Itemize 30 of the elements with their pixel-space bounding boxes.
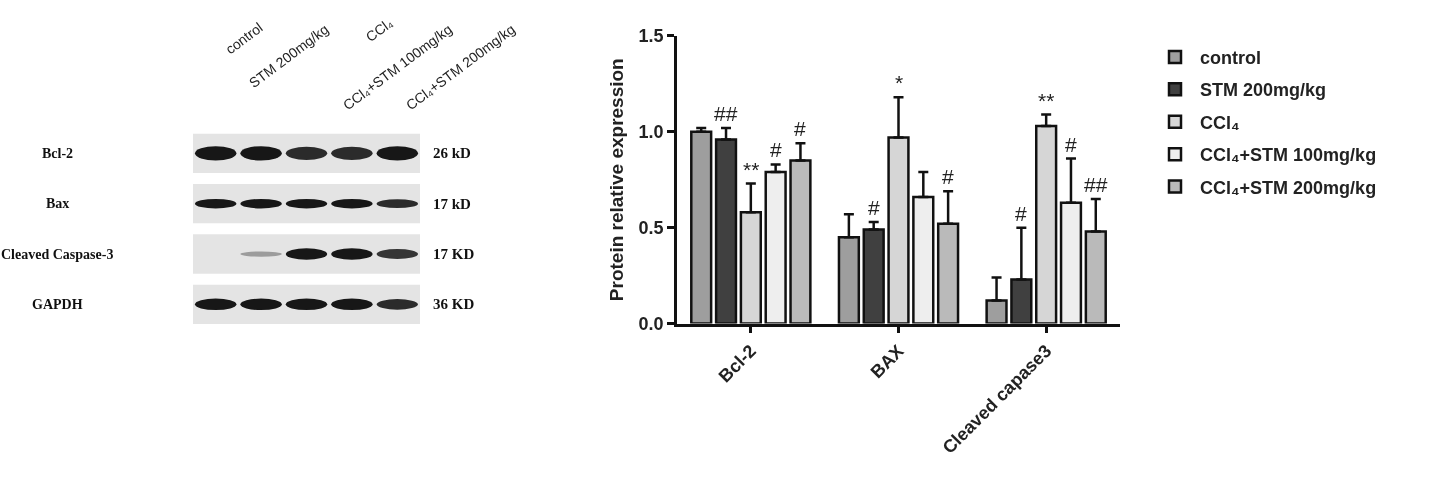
category-label: CCl₄ [362, 14, 396, 46]
data-label: # [868, 196, 880, 219]
data-label: # [770, 138, 782, 161]
category-label: 36 KD [433, 296, 475, 312]
category-label: Bcl-2 [42, 146, 74, 161]
data-label: # [942, 165, 954, 188]
legend-label: STM 200mg/kg [1200, 80, 1327, 101]
data-label: # [794, 117, 806, 140]
category-label: Bax [46, 196, 70, 211]
y-axis-title: Protein relative expression [606, 58, 628, 302]
legend-label: CCl₄ [1200, 112, 1240, 133]
data-label: ** [1038, 89, 1055, 112]
legend-label: CCl₄+STM 200mg/kg [1200, 177, 1377, 198]
category-label: 17 KD [433, 246, 475, 262]
data-label: # [1015, 202, 1027, 225]
y-tick-label: 0.5 [638, 217, 664, 238]
category-label: 17 kD [433, 196, 471, 212]
legend-label: CCl₄+STM 100mg/kg [1200, 145, 1377, 166]
y-tick-label: 1.0 [638, 122, 664, 143]
category-label: GAPDH [32, 297, 83, 312]
y-tick-label: 1.5 [638, 26, 664, 47]
y-tick-label: 0.0 [638, 313, 664, 334]
data-label: * [895, 71, 904, 94]
data-label: ## [1084, 173, 1108, 196]
data-label: # [1065, 133, 1077, 156]
legend-label: control [1200, 47, 1261, 68]
category-label: 26 kD [433, 145, 471, 161]
category-label: Cleaved Caspase-3 [1, 247, 114, 262]
data-label: ## [714, 102, 738, 125]
data-label: ** [743, 158, 760, 181]
